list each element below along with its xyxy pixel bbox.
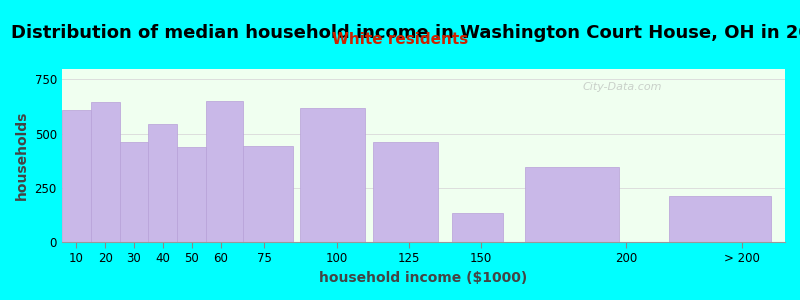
Text: City-Data.com: City-Data.com — [582, 82, 662, 92]
Bar — [373, 142, 438, 242]
Bar — [670, 196, 770, 242]
Y-axis label: households: households — [15, 111, 29, 200]
Text: White residents: White residents — [332, 32, 468, 46]
Bar — [525, 167, 618, 242]
Bar — [178, 147, 206, 242]
Bar — [452, 213, 503, 242]
X-axis label: household income ($1000): household income ($1000) — [319, 271, 527, 285]
Title: Distribution of median household income in Washington Court House, OH in 2022: Distribution of median household income … — [11, 24, 800, 42]
Bar — [62, 110, 90, 242]
Bar — [206, 101, 242, 242]
Bar — [90, 102, 119, 242]
Bar — [300, 108, 366, 242]
Bar — [242, 146, 293, 242]
Bar — [149, 124, 178, 242]
Bar — [119, 142, 149, 242]
